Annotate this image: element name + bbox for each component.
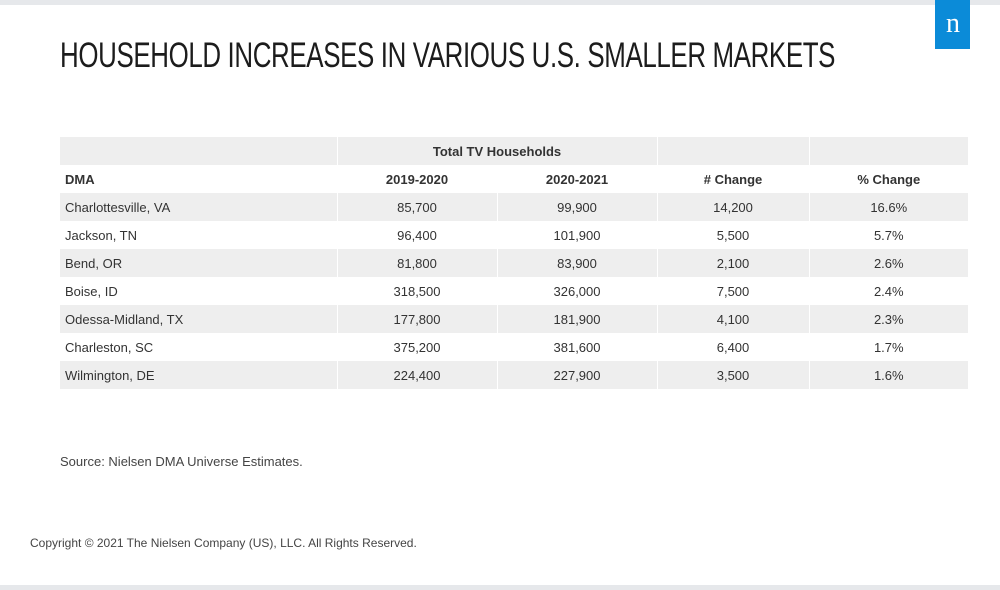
value-2020-2021-cell: 83,900 — [497, 249, 658, 277]
value-2020-2021-cell: 101,900 — [497, 221, 658, 249]
dma-cell: Jackson, TN — [60, 221, 338, 249]
table-row: Jackson, TN 96,400 101,900 5,500 5.7% — [60, 221, 968, 249]
column-header-percent-change: % Change — [857, 171, 921, 187]
column-header-number-change: # Change — [657, 165, 810, 193]
percent-change-cell: 1.6% — [809, 361, 969, 389]
percent-change-cell: 5.7% — [873, 227, 904, 243]
number-change-cell: 4,100 — [657, 305, 810, 333]
number-change-cell: 7,500 — [657, 277, 810, 305]
column-header-2019-2020: 2019-2020 — [337, 165, 498, 193]
households-table: Total TV Households DMA 2019-2020 2020-2… — [60, 137, 969, 389]
top-divider-bar — [0, 0, 1000, 5]
value-2020-2021-cell: 181,900 — [497, 305, 658, 333]
value-2019-2020-cell: 96,400 — [337, 221, 498, 249]
table-row: Charlottesville, VA 85,700 99,900 14,200… — [60, 193, 969, 221]
table-row: Wilmington, DE 224,400 227,900 3,500 1.6… — [60, 361, 969, 389]
table-row: Charleston, SC 375,200 381,600 6,400 1.7… — [60, 333, 968, 361]
value-2019-2020-cell: 81,800 — [337, 249, 498, 277]
group-header-spacer — [60, 137, 338, 165]
dma-cell: Charleston, SC — [60, 333, 338, 361]
page-title: HOUSEHOLD INCREASES IN VARIOUS U.S. SMAL… — [60, 36, 836, 75]
number-change-cell: 14,200 — [657, 193, 810, 221]
percent-change-cell: 2.6% — [809, 249, 969, 277]
table-row: Boise, ID 318,500 326,000 7,500 2.4% — [60, 277, 968, 305]
nielsen-logo: n — [935, 0, 970, 49]
column-header-row: DMA 2019-2020 2020-2021 # Change % Chang… — [60, 165, 968, 193]
column-header-2020-2021: 2020-2021 — [497, 165, 658, 193]
nielsen-n-icon: n — [946, 14, 960, 36]
table-row: Odessa-Midland, TX 177,800 181,900 4,100… — [60, 305, 969, 333]
group-header-row: Total TV Households — [60, 137, 969, 165]
value-2020-2021-cell: 381,600 — [497, 333, 658, 361]
value-2020-2021-cell: 99,900 — [497, 193, 658, 221]
dma-cell: Charlottesville, VA — [60, 193, 338, 221]
value-2020-2021-cell: 227,900 — [497, 361, 658, 389]
percent-change-cell: 2.3% — [809, 305, 969, 333]
value-2019-2020-cell: 318,500 — [337, 277, 498, 305]
number-change-cell: 5,500 — [657, 221, 810, 249]
column-header-dma: DMA — [60, 165, 338, 193]
percent-change-cell: 16.6% — [809, 193, 969, 221]
group-header-blank — [809, 137, 969, 165]
percent-change-cell: 2.4% — [873, 283, 904, 299]
dma-cell: Bend, OR — [60, 249, 338, 277]
group-header-total-tv-households: Total TV Households — [337, 137, 658, 165]
value-2019-2020-cell: 224,400 — [337, 361, 498, 389]
group-header-blank — [657, 137, 810, 165]
value-2019-2020-cell: 177,800 — [337, 305, 498, 333]
table-row: Bend, OR 81,800 83,900 2,100 2.6% — [60, 249, 969, 277]
dma-cell: Wilmington, DE — [60, 361, 338, 389]
number-change-cell: 2,100 — [657, 249, 810, 277]
dma-cell: Odessa-Midland, TX — [60, 305, 338, 333]
dma-cell: Boise, ID — [60, 277, 338, 305]
number-change-cell: 6,400 — [657, 333, 810, 361]
value-2020-2021-cell: 326,000 — [497, 277, 658, 305]
value-2019-2020-cell: 85,700 — [337, 193, 498, 221]
source-note: Source: Nielsen DMA Universe Estimates. — [60, 454, 303, 469]
value-2019-2020-cell: 375,200 — [337, 333, 498, 361]
copyright-notice: Copyright © 2021 The Nielsen Company (US… — [30, 536, 417, 550]
bottom-divider-bar — [0, 585, 1000, 590]
number-change-cell: 3,500 — [657, 361, 810, 389]
percent-change-cell: 1.7% — [873, 339, 904, 355]
svg-text:n: n — [946, 14, 960, 36]
